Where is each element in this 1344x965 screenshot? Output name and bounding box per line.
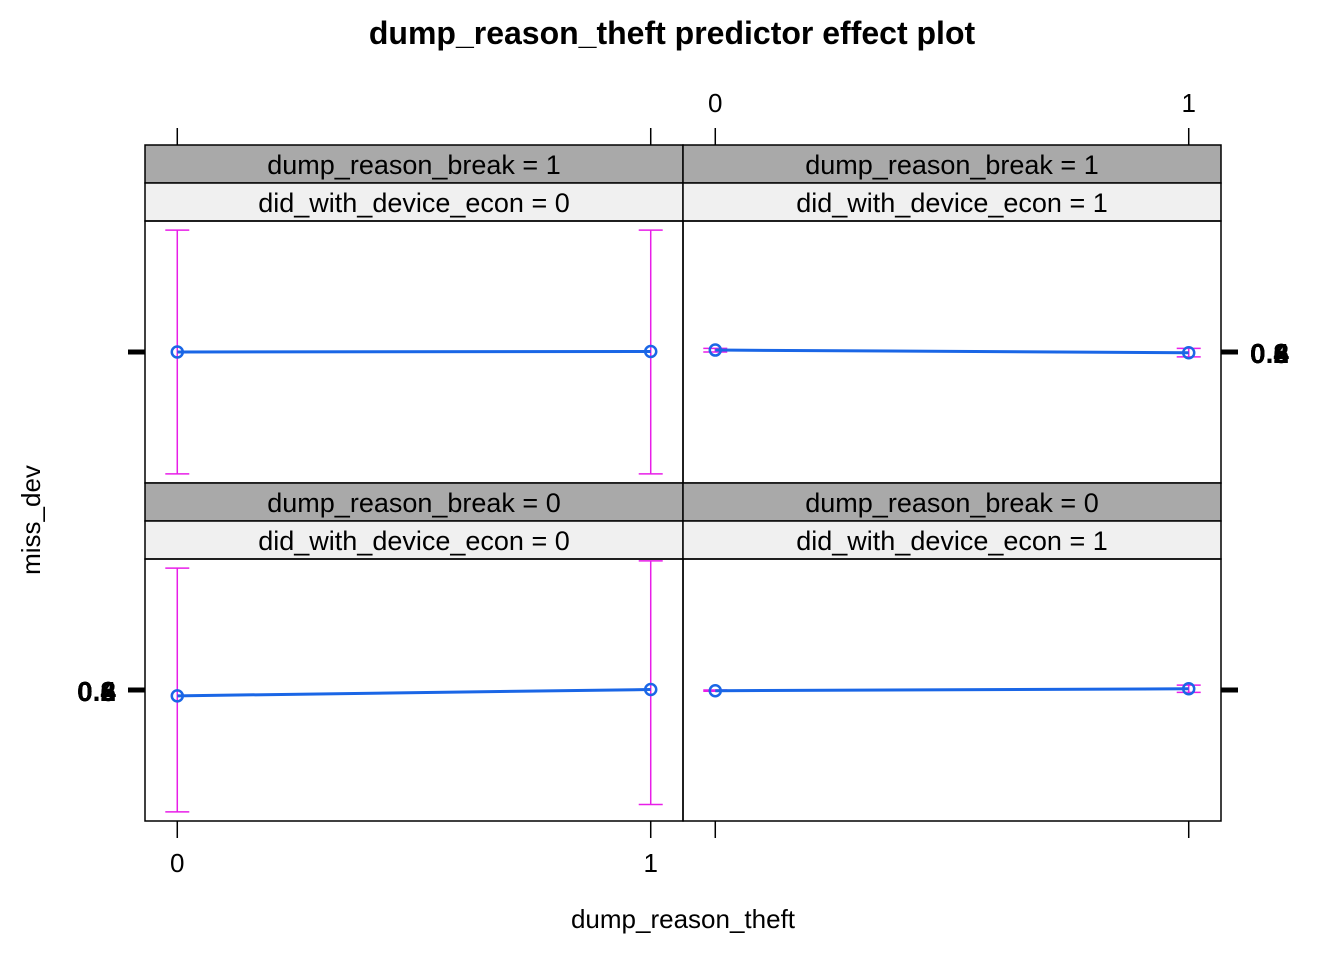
fit-line xyxy=(177,690,650,696)
strip-inner-label: did_with_device_econ = 0 xyxy=(258,526,569,556)
y-tick-label-right: 0.8 xyxy=(1250,338,1289,369)
panel-top-right: dump_reason_break = 1 did_with_device_eco… xyxy=(683,145,1221,483)
x-tick-label: 0 xyxy=(170,848,184,878)
strip-inner-label: did_with_device_econ = 1 xyxy=(796,526,1107,556)
y-tick-label-left: 0.8 xyxy=(77,676,116,707)
strip-outer-label: dump_reason_break = 0 xyxy=(805,488,1098,518)
fit-line xyxy=(715,350,1188,353)
strip-inner-label: did_with_device_econ = 1 xyxy=(796,188,1107,218)
strip-inner-label: did_with_device_econ = 0 xyxy=(258,188,569,218)
strip-outer-label: dump_reason_break = 1 xyxy=(805,150,1098,180)
x-tick-label: 1 xyxy=(1181,88,1195,118)
y-axis-label: miss_dev xyxy=(16,465,46,575)
x-tick-label: 0 xyxy=(708,88,722,118)
chart-title: dump_reason_theft predictor effect plot xyxy=(369,15,976,51)
strip-outer-label: dump_reason_break = 1 xyxy=(267,150,560,180)
strip-outer-label: dump_reason_break = 0 xyxy=(267,488,560,518)
panel-bottom-left: dump_reason_break = 0 did_with_device_eco… xyxy=(145,483,683,821)
panel-bottom-right: dump_reason_break = 0 did_with_device_eco… xyxy=(683,483,1221,821)
panel-top-left: dump_reason_break = 1 did_with_device_eco… xyxy=(145,145,683,483)
x-tick-label: 1 xyxy=(643,848,657,878)
fit-line xyxy=(715,689,1188,691)
panels-group: dump_reason_break = 1 did_with_device_eco… xyxy=(145,145,1221,821)
x-axis-label: dump_reason_theft xyxy=(571,904,796,934)
